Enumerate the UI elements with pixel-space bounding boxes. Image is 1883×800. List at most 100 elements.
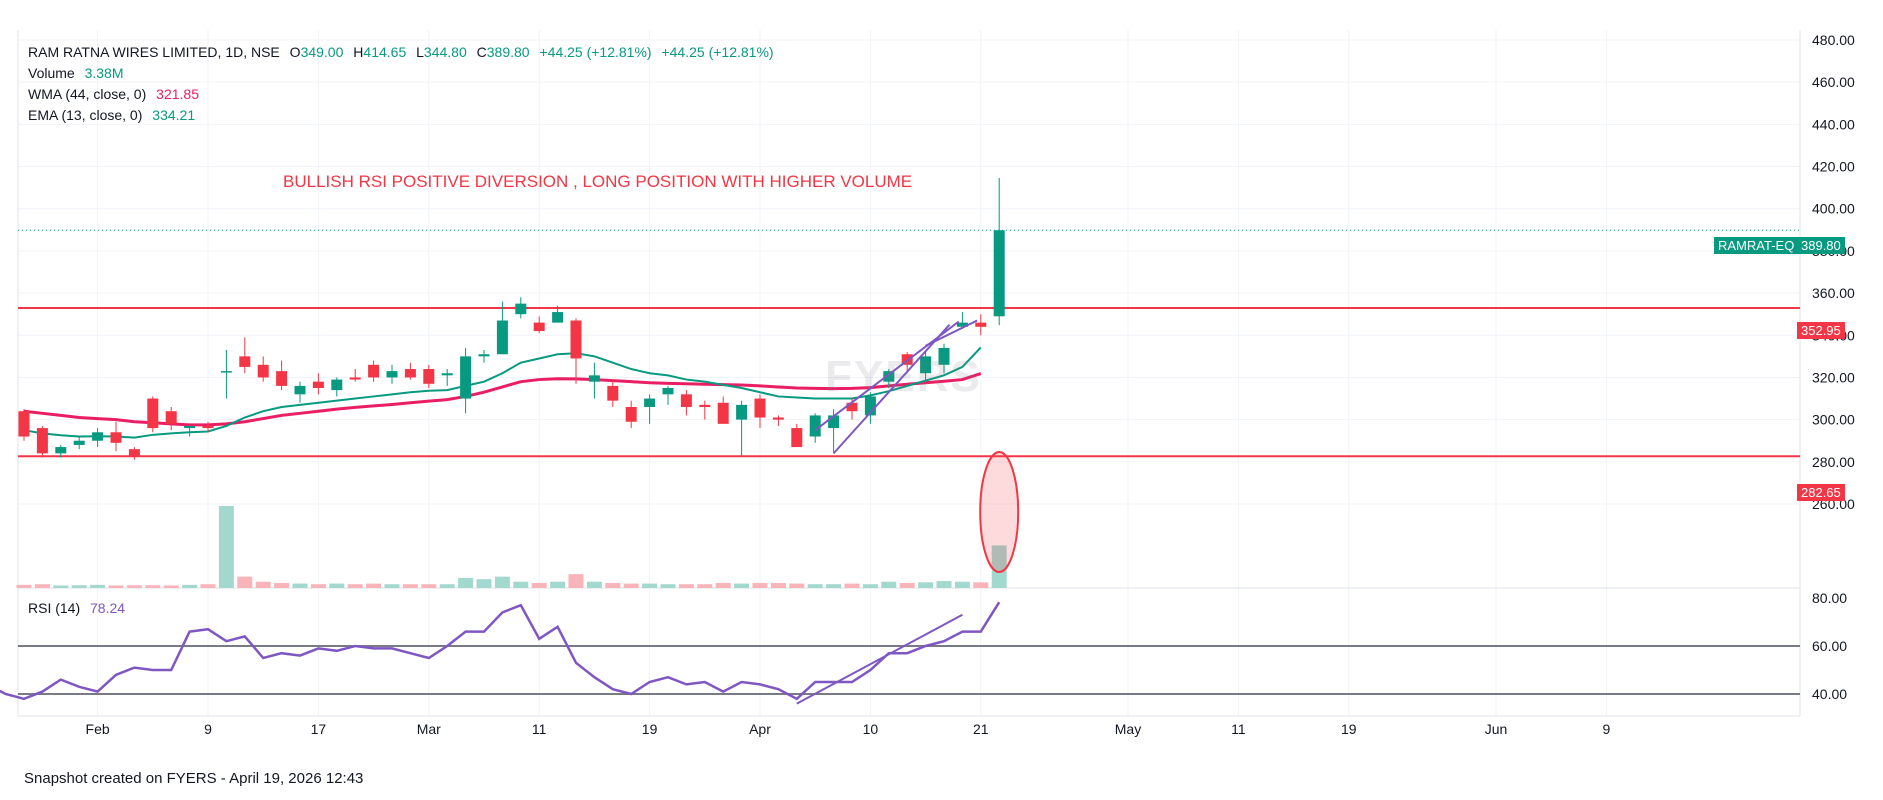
time-tick-label: Feb [86,721,110,737]
volume-bar [918,582,934,588]
candle-body [239,356,251,367]
price-tick-label: 480.00 [1812,32,1855,48]
candle-body [699,404,711,407]
legend-change-2: +44.25 (+12.81%) [661,44,774,60]
legend-volume-value: 3.38M [84,65,124,81]
volume-bar [789,583,805,588]
volume-bar [715,582,731,588]
candle-body [864,396,876,416]
volume-bar [347,584,363,588]
candle-body [331,379,343,391]
time-tick-label: Mar [417,721,441,737]
candle-body [404,369,416,378]
legend-low: L344.80 [416,44,467,60]
volume-bar [439,584,455,588]
candle-body [202,425,214,429]
candle-body [423,369,435,384]
volume-bar [292,583,308,588]
legend-ema-value: 334.21 [152,107,196,123]
time-tick-label: 9 [1603,721,1611,737]
legend-rsi-label: RSI (14) [28,600,81,616]
volume-bar [660,584,676,588]
legend-wma-label: WMA (44, close, 0) [28,86,147,102]
time-tick-label: 11 [1231,721,1246,737]
price-tick-label: 280.00 [1812,454,1855,470]
time-tick-label: Apr [749,721,771,737]
time-tick-label: 17 [311,721,327,737]
candle-body [36,428,48,454]
volume-bar [770,582,786,588]
time-tick-label: 21 [973,721,989,737]
volume-bar [421,584,437,588]
volume-bar [936,581,952,588]
candle-body [147,398,159,429]
candle-body [828,415,840,429]
price-trendline-ext [925,319,978,347]
volume-bar [108,585,124,588]
legend-rsi-value: 78.24 [90,600,126,616]
annotation-text: BULLISH RSI POSITIVE DIVERSION , LONG PO… [283,172,913,191]
candle-body [644,398,656,407]
candle-body [736,404,748,420]
volume-bar [752,582,768,588]
last-price-tag: 389.80 [1797,237,1845,254]
price-tick-label: 440.00 [1812,116,1855,132]
candle-body [791,428,803,448]
volume-bar [494,576,510,588]
candle-body [717,402,729,424]
price-tick-label: 360.00 [1812,285,1855,301]
price-tick-label: 460.00 [1812,74,1855,90]
candle-body [552,312,564,323]
legend-open: O349.00 [289,44,344,60]
candle-body [754,398,766,418]
candle-body [257,364,269,378]
rsi-tick-label: 40.00 [1812,686,1847,702]
candle-body [220,371,232,373]
volume-bar [53,585,69,588]
legend-high: H414.65 [353,44,407,60]
candle-body [55,447,67,454]
volume-bar [366,583,382,588]
time-tick-label: 19 [1341,721,1357,737]
volume-bar [973,582,989,588]
candle-body [276,371,288,386]
volume-bar [586,581,602,588]
volume-highlight-ellipse [979,451,1020,573]
volume-bar [991,545,1007,588]
candle-body [809,415,821,437]
wma-line [23,372,982,427]
time-tick-label: 10 [863,721,879,737]
candle-body [772,417,784,420]
candle-body [662,388,674,395]
price-tick-label: 300.00 [1812,412,1855,428]
time-tick-label: 19 [642,721,658,737]
candle-body [975,322,987,327]
candle-body [938,347,950,365]
candle-body [533,322,545,332]
candle-body [588,375,600,382]
volume-bar [255,581,271,588]
volume-bar [605,582,621,588]
legend-volume-label: Volume [28,65,75,81]
volume-bar [826,584,842,588]
time-tick-label: May [1115,721,1141,737]
candle-body [956,322,968,327]
volume-bar [237,576,253,588]
candle-body [18,411,30,437]
support-tag: 282.65 [1797,484,1845,501]
volume-bar [274,582,290,588]
time-tick-label: Jun [1485,721,1508,737]
symbol-tag: RAMRAT-EQ [1714,237,1799,254]
volume-bar [476,579,492,588]
candle-body [993,230,1005,317]
volume-bar [458,577,474,588]
volume-bar [862,584,878,588]
candle-body [846,402,858,412]
time-tick-label: 11 [532,721,547,737]
volume-bar [182,584,198,588]
legend-volume-row: Volume 3.38M [28,65,130,81]
ema-line [23,346,982,439]
candle-body [607,385,619,401]
legend-ohlc-row: RAM RATNA WIRES LIMITED, 1D, NSE O349.00… [28,44,780,60]
